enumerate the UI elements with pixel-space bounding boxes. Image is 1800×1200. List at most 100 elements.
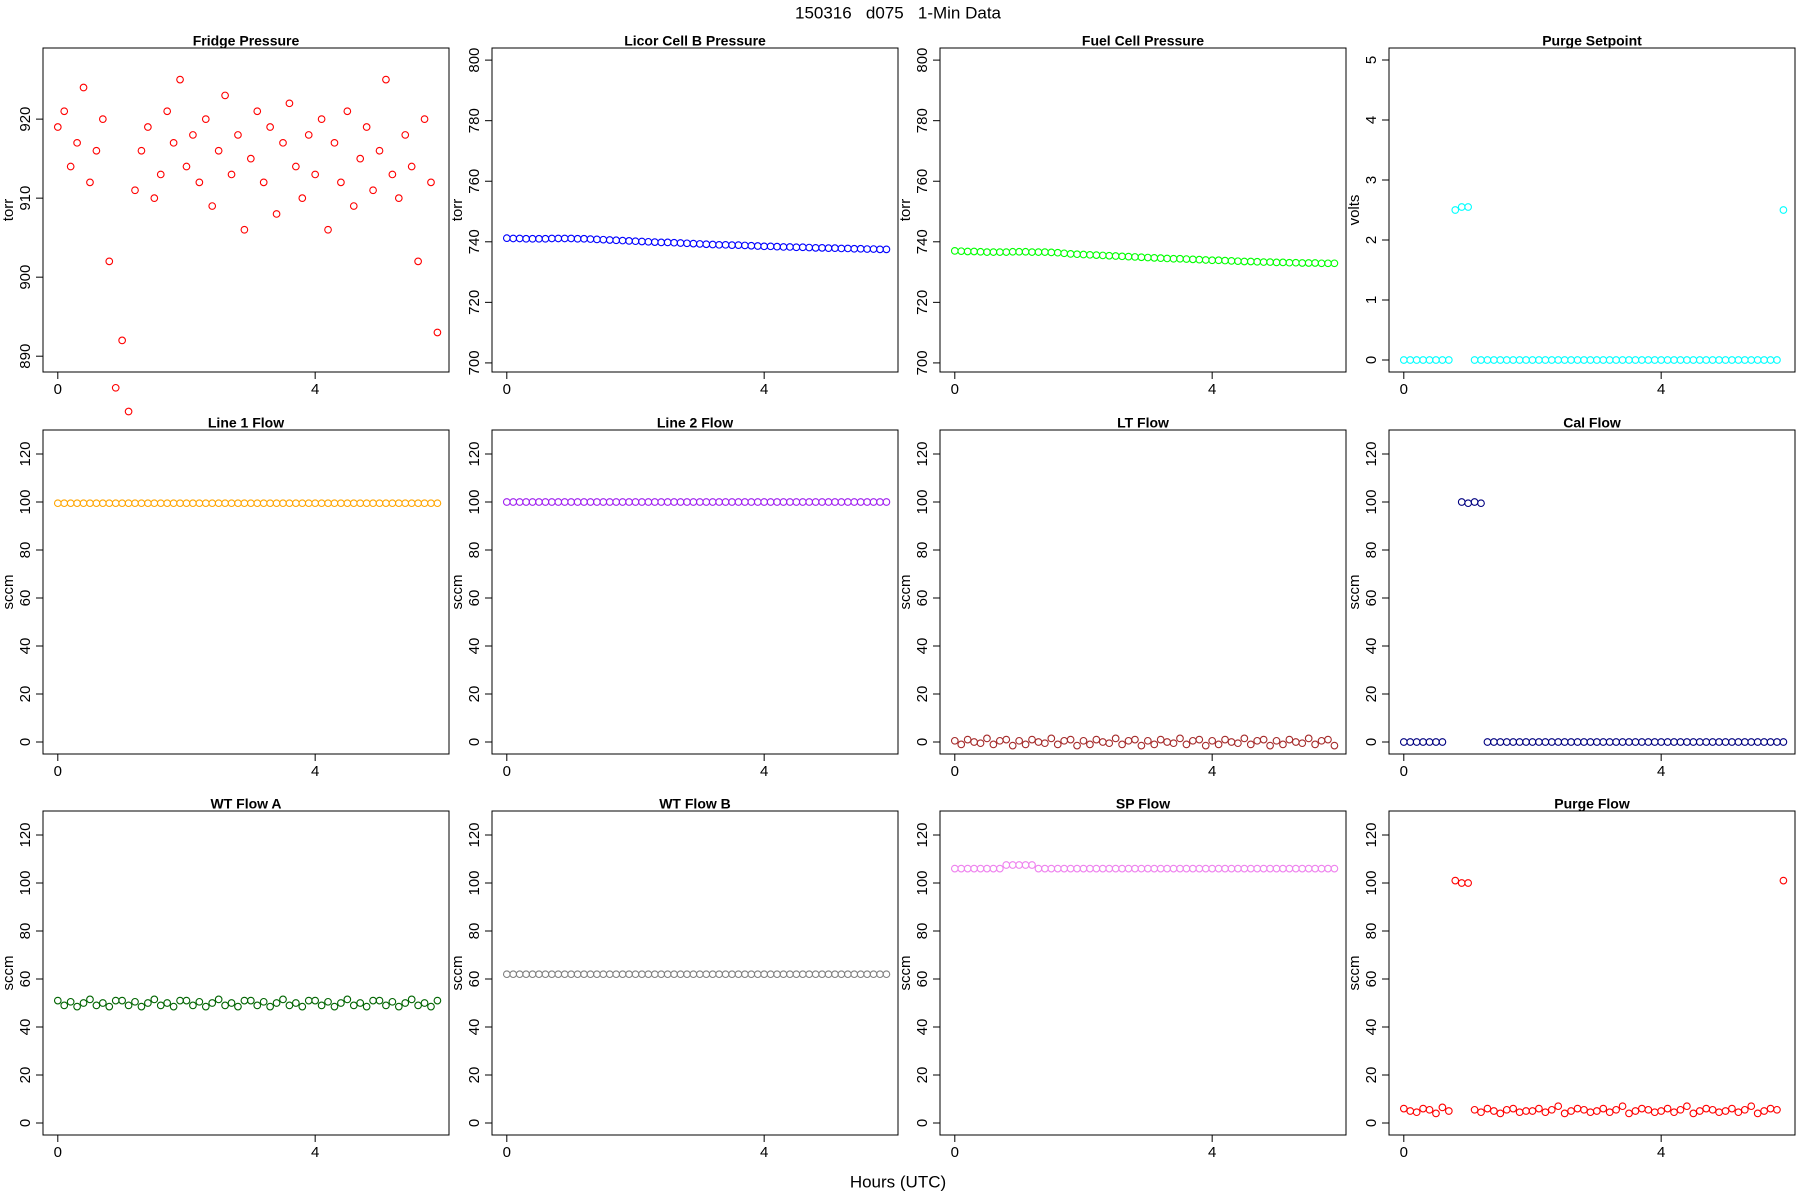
y-tick-label: 100 <box>1363 870 1380 895</box>
data-point <box>1240 734 1249 743</box>
y-axis-label: sccm <box>897 575 914 610</box>
data-point <box>150 194 159 202</box>
data-point <box>1676 1105 1685 1114</box>
data-point <box>1695 1107 1704 1115</box>
data-point <box>144 123 152 131</box>
data-point <box>356 154 365 163</box>
data-point <box>420 115 429 123</box>
x-tick-label: 4 <box>1657 1144 1665 1161</box>
data-point <box>105 1002 114 1011</box>
data-point <box>182 162 191 171</box>
x-tick-label: 4 <box>760 763 768 780</box>
data-point <box>98 999 107 1007</box>
panel-title: WT Flow B <box>659 796 731 812</box>
data-point <box>227 999 236 1007</box>
y-tick-label: 0 <box>1363 738 1380 746</box>
y-tick-label: 740 <box>914 229 931 254</box>
panel: Line 2 Flow sccm 0 20 40 60 80 100 120 0 4 <box>449 415 899 780</box>
data-point <box>349 1001 358 1010</box>
data-point <box>53 996 62 1005</box>
plot-frame <box>491 47 899 373</box>
data-point <box>1535 1104 1543 1113</box>
y-tick-label: 20 <box>17 686 34 703</box>
data-point <box>1201 741 1210 750</box>
plot-frame <box>1388 47 1796 373</box>
panel-title: Licor Cell B Pressure <box>624 33 766 49</box>
data-point <box>1234 739 1242 748</box>
y-tick-label: 60 <box>914 590 931 607</box>
data-point <box>1105 739 1114 748</box>
x-tick-label: 0 <box>1400 1144 1408 1161</box>
y-tick-label: 0 <box>1363 1119 1380 1127</box>
data-point <box>1779 738 1788 746</box>
data-point <box>131 997 139 1006</box>
data-point <box>169 1002 178 1011</box>
data-point <box>285 99 294 108</box>
data-point <box>1509 1104 1518 1113</box>
y-tick-label: 100 <box>17 489 34 514</box>
panel: LT Flow sccm 0 20 40 60 80 100 120 0 4 <box>897 415 1347 780</box>
data-point <box>382 1001 390 1010</box>
x-tick-label: 4 <box>311 381 319 398</box>
y-tick-label: 720 <box>466 290 483 315</box>
y-tick-label: 0 <box>466 1119 483 1127</box>
data-point <box>311 996 320 1005</box>
y-axis-label: volts <box>1346 195 1363 226</box>
panel-title: SP Flow <box>1116 796 1170 812</box>
data-point <box>246 996 255 1005</box>
y-tick-label: 20 <box>1363 1067 1380 1084</box>
y-tick-label: 120 <box>17 441 34 466</box>
data-point <box>259 997 268 1006</box>
y-tick-label: 700 <box>466 350 483 375</box>
data-point <box>375 146 384 155</box>
data-point <box>234 131 242 139</box>
data-point <box>1779 206 1788 214</box>
x-tick-label: 0 <box>503 1144 511 1161</box>
data-point <box>1330 741 1339 750</box>
data-point <box>1028 861 1036 869</box>
x-tick-label: 0 <box>54 1144 62 1161</box>
data-point <box>272 999 281 1007</box>
data-point <box>1182 740 1191 749</box>
data-point <box>1663 1104 1672 1113</box>
data-point <box>124 1001 133 1010</box>
data-point <box>1028 735 1036 744</box>
panel: WT Flow B sccm 0 20 40 60 80 100 120 0 4 <box>449 796 899 1161</box>
y-tick-label: 40 <box>1363 638 1380 655</box>
data-point <box>1477 1108 1485 1117</box>
panel-title: Purge Flow <box>1554 796 1630 812</box>
panel: Cal Flow sccm 0 20 40 60 80 100 120 0 4 <box>1346 415 1796 780</box>
y-axis-label: torr <box>897 199 914 222</box>
data-point <box>195 178 204 187</box>
x-tick-label: 0 <box>951 763 959 780</box>
data-point <box>382 75 390 84</box>
data-point <box>189 1001 197 1010</box>
data-point <box>124 407 133 416</box>
y-axis-label: sccm <box>1346 956 1363 991</box>
data-point <box>240 225 249 234</box>
data-point <box>73 138 81 147</box>
data-point <box>427 178 435 187</box>
y-tick-label: 60 <box>1363 590 1380 607</box>
data-point <box>1221 735 1229 744</box>
y-tick-label: 760 <box>466 169 483 194</box>
y-tick-label: 100 <box>914 870 931 895</box>
data-point <box>311 170 320 179</box>
data-point <box>388 997 397 1006</box>
data-point <box>298 1002 307 1011</box>
data-point <box>1438 1103 1447 1112</box>
panel: Fuel Cell Pressure torr 700 720 740 760 780 800… <box>897 33 1347 398</box>
plot-frame <box>42 810 450 1136</box>
data-point <box>253 107 262 116</box>
data-point <box>401 131 410 139</box>
data-point <box>163 999 172 1007</box>
y-tick-label: 100 <box>17 870 34 895</box>
y-tick-label: 20 <box>466 1067 483 1084</box>
x-tick-label: 0 <box>1400 763 1408 780</box>
data-point <box>1092 735 1101 744</box>
y-axis-label: torr <box>449 199 466 222</box>
data-point <box>98 115 107 123</box>
x-tick-label: 4 <box>1208 381 1216 398</box>
data-point <box>1470 1105 1479 1114</box>
data-point <box>292 999 300 1007</box>
